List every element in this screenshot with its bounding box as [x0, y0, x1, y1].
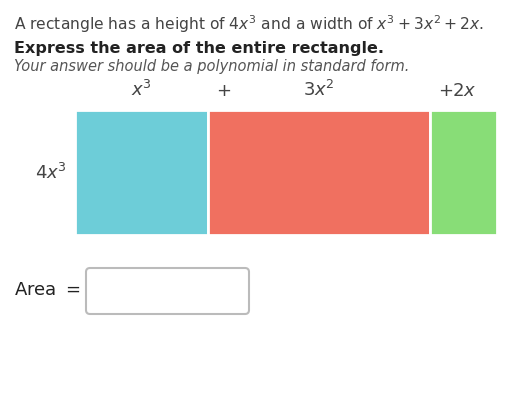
Bar	[75, 110, 208, 235]
Text: $+$: $+$	[216, 82, 231, 100]
Text: $2x$: $2x$	[452, 82, 476, 100]
Text: A rectangle has a height of $4x^3$ and a width of $x^3 + 3x^2 + 2x$.: A rectangle has a height of $4x^3$ and a…	[14, 13, 484, 35]
Text: $4x^3$: $4x^3$	[35, 162, 67, 183]
Text: $+$: $+$	[439, 82, 453, 100]
Bar	[208, 110, 430, 235]
FancyBboxPatch shape	[86, 268, 249, 314]
Text: Your answer should be a polynomial in standard form.: Your answer should be a polynomial in st…	[14, 59, 409, 74]
Bar	[430, 110, 497, 235]
Text: $3x^2$: $3x^2$	[304, 80, 335, 100]
Text: $x^3$: $x^3$	[131, 80, 152, 100]
Text: Express the area of the entire rectangle.: Express the area of the entire rectangle…	[14, 41, 384, 56]
Text: Area $=$: Area $=$	[14, 281, 80, 299]
